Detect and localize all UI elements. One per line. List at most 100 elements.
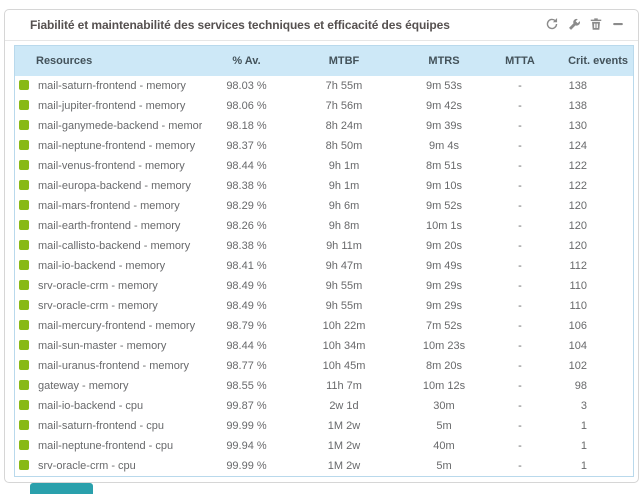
column-header-mtta[interactable]: MTTA (491, 45, 549, 76)
table-row[interactable]: mail-mars-frontend - memory 98.29 % 9h 6m 9… (15, 196, 634, 216)
table-row[interactable]: srv-oracle-crm - cpu 99.99 % 1M 2w 5m - 1 (15, 456, 634, 477)
cell-mtbf: 10h 34m (322, 340, 366, 352)
cell-mtrs: 10m 12s (422, 380, 466, 392)
resource-name: mail-callisto-backend - memory (38, 240, 191, 252)
cell-resource: srv-oracle-crm - cpu (15, 456, 202, 477)
cell-mtrs: 9m 4s (429, 140, 459, 152)
cell-availability: 98.55 % (226, 380, 267, 392)
cropped-widget-fragment (30, 483, 93, 494)
resource-name: srv-oracle-crm - memory (38, 300, 158, 312)
resource-name: mail-saturn-frontend - cpu (38, 420, 164, 432)
status-ok-icon (19, 140, 29, 150)
cell-availability: 98.38 % (226, 180, 267, 192)
cell-resource: mail-sun-master - memory (15, 336, 202, 356)
table-row[interactable]: mail-venus-frontend - memory 98.44 % 9h 1m… (15, 156, 634, 176)
cell-mtbf: 2w 1d (329, 400, 359, 412)
table-row[interactable]: mail-mercury-frontend - memory 98.79 % 10h… (15, 316, 634, 336)
cell-mtta: - (518, 280, 522, 292)
cell-crit_events: 120 (568, 220, 587, 232)
status-ok-icon (19, 180, 29, 190)
cell-mtrs: 8m 20s (425, 360, 463, 372)
cell-resource: mail-mercury-frontend - memory (15, 316, 202, 336)
cell-mtrs: 9m 20s (425, 240, 463, 252)
table-row[interactable]: mail-uranus-frontend - memory 98.77 % 10h … (15, 356, 634, 376)
cell-crit_events: 1 (580, 420, 587, 432)
widget-toolbar (544, 16, 626, 35)
cell-resource: mail-io-backend - cpu (15, 396, 202, 416)
table-row[interactable]: mail-ganymede-backend - memory 98.18 % 8h … (15, 116, 634, 136)
cell-mtbf: 1M 2w (327, 460, 361, 472)
table-row[interactable]: mail-sun-master - memory 98.44 % 10h 34m 10… (15, 336, 634, 356)
cell-resource: mail-uranus-frontend - memory (15, 356, 202, 376)
resource-name: mail-sun-master - memory (38, 340, 167, 352)
cell-crit_events: 138 (568, 100, 587, 112)
table-row[interactable]: mail-neptune-frontend - memory 98.37 % 8h … (15, 136, 634, 156)
column-header-availability[interactable]: % Av. (201, 45, 292, 76)
cell-crit_events: 3 (580, 400, 587, 412)
table-row[interactable]: mail-europa-backend - memory 98.38 % 9h 1m… (15, 176, 634, 196)
status-ok-icon (19, 240, 29, 250)
cell-resource: mail-saturn-frontend - cpu (15, 416, 202, 436)
cell-resource: mail-earth-frontend - memory (15, 216, 202, 236)
table-row[interactable]: mail-jupiter-frontend - memory 98.06 % 7h … (15, 96, 634, 116)
cell-resource: mail-ganymede-backend - memory (15, 116, 202, 136)
column-header-resource[interactable]: Resources (14, 45, 202, 76)
cell-mtbf: 9h 11m (326, 240, 362, 252)
cell-mtta: - (518, 220, 522, 232)
resource-name: mail-io-backend - cpu (38, 400, 144, 412)
table-row[interactable]: mail-io-backend - memory 98.41 % 9h 47m 9m … (15, 256, 634, 276)
resource-name: mail-uranus-frontend - memory (38, 360, 189, 372)
cell-mtta: - (518, 180, 522, 192)
table-row[interactable]: mail-neptune-frontend - cpu 99.94 % 1M 2w 4… (15, 436, 634, 456)
resource-name: mail-earth-frontend - memory (38, 220, 181, 232)
status-ok-icon (19, 260, 29, 270)
table-row[interactable]: srv-oracle-crm - memory 98.49 % 9h 55m 9m 2… (15, 296, 634, 316)
cell-mtrs: 30m (433, 400, 455, 412)
table-row[interactable]: mail-earth-frontend - memory 98.26 % 9h 8m… (15, 216, 634, 236)
cell-mtta: - (518, 240, 522, 252)
column-header-mtbf[interactable]: MTBF (291, 45, 397, 76)
status-ok-icon (19, 300, 29, 310)
cell-resource: srv-oracle-crm - memory (15, 296, 202, 316)
cell-resource: mail-venus-frontend - memory (15, 156, 202, 176)
resource-name: mail-jupiter-frontend - memory (38, 100, 186, 112)
table-header-row: Resources% Av. MTBF MTRS MTTA Crit. events (14, 45, 634, 76)
column-header-mtrs[interactable]: MTRS (396, 45, 492, 76)
resource-name: mail-europa-backend - memory (38, 180, 191, 192)
cell-availability: 98.79 % (226, 320, 267, 332)
column-header-crit_events[interactable]: Crit. events (548, 45, 634, 76)
configure-button[interactable] (566, 16, 582, 35)
cell-mtta: - (518, 380, 522, 392)
cell-mtrs: 7m 52s (425, 320, 463, 332)
cell-crit_events: 124 (568, 140, 587, 152)
cell-crit_events: 120 (568, 240, 587, 252)
cell-mtbf: 9h 8m (328, 220, 360, 232)
cell-availability: 98.77 % (226, 360, 267, 372)
cell-resource: mail-callisto-backend - memory (15, 236, 202, 256)
cell-resource: mail-saturn-frontend - memory (15, 76, 202, 96)
refresh-button[interactable] (544, 16, 560, 35)
cell-mtta: - (518, 160, 522, 172)
table-row[interactable]: gateway - memory 98.55 % 11h 7m 10m 12s - 98 (15, 376, 634, 396)
delete-button[interactable] (588, 16, 604, 35)
cell-mtta: - (518, 460, 522, 472)
table-row[interactable]: mail-saturn-frontend - memory 98.03 % 7h 5… (15, 76, 634, 96)
cell-mtbf: 10h 45m (322, 360, 366, 372)
cell-resource: srv-oracle-crm - memory (15, 276, 202, 296)
cell-mtta: - (518, 340, 522, 352)
table-row[interactable]: mail-saturn-frontend - cpu 99.99 % 1M 2w 5m… (15, 416, 634, 436)
cell-availability: 99.99 % (226, 420, 267, 432)
cell-availability: 98.41 % (226, 260, 267, 272)
status-ok-icon (19, 460, 29, 470)
table-row[interactable]: srv-oracle-crm - memory 98.49 % 9h 55m 9m 2… (15, 276, 634, 296)
collapse-button[interactable] (610, 16, 626, 35)
table-row[interactable]: mail-callisto-backend - memory 98.38 % 9h … (15, 236, 634, 256)
cell-mtta: - (518, 320, 522, 332)
table-row[interactable]: mail-io-backend - cpu 99.87 % 2w 1d 30m - 3 (15, 396, 634, 416)
cell-crit_events: 106 (568, 320, 587, 332)
cell-crit_events: 102 (568, 360, 587, 372)
cell-mtta: - (518, 420, 522, 432)
resource-name: mail-io-backend - memory (38, 260, 166, 272)
resource-name: srv-oracle-crm - memory (38, 280, 158, 292)
resource-name: mail-saturn-frontend - memory (38, 80, 186, 92)
